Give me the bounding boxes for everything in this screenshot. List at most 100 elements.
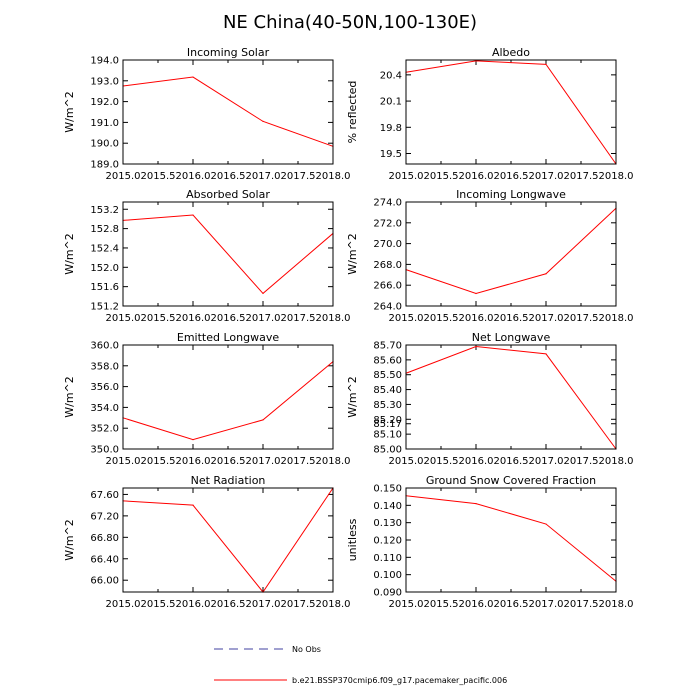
data-point [545, 273, 547, 275]
x-tick-label: 2015.0 [106, 313, 141, 324]
y-tick-label: 360.0 [90, 341, 119, 352]
y-axis-label: W/m^2 [346, 376, 359, 418]
x-tick-label: 2017.0 [246, 599, 281, 610]
y-tick-label: 66.00 [90, 576, 119, 587]
x-tick-label: 2016.0 [176, 313, 211, 324]
y-tick-label: 85.50 [373, 370, 402, 381]
data-point [262, 292, 264, 295]
y-tick-label: 85.40 [373, 385, 402, 396]
y-tick-label: 350.0 [90, 445, 119, 456]
y-tick-label: 67.20 [90, 511, 119, 522]
x-tick-label: 2015.5 [141, 456, 176, 467]
y-tick-label: 85.10 [373, 430, 402, 441]
plot-frame [405, 487, 617, 593]
x-tick-label: 2015.5 [424, 171, 459, 182]
panel-ground-snow-covered-fraction: Ground Snow Covered Fraction unitless 2015… [346, 474, 634, 610]
data-point [475, 60, 477, 62]
y-tick-label: 20.1 [380, 97, 402, 108]
x-tick-label: 2017.5 [564, 599, 599, 610]
series-line [122, 214, 334, 295]
y-axis-label: unitless [346, 518, 359, 561]
legend-obs-label: No Obs [292, 645, 321, 654]
y-tick-label: 85.70 [373, 341, 402, 352]
y-tick-label: 85.20 [373, 415, 402, 426]
panel-title: Ground Snow Covered Fraction [426, 474, 596, 487]
y-tick-label: 85.60 [373, 355, 402, 366]
x-tick-label: 2017.5 [281, 313, 316, 324]
y-axis-label: % reflected [346, 81, 359, 144]
y-tick-label: 152.8 [90, 224, 119, 235]
x-tick-label: 2017.5 [281, 599, 316, 610]
panel-title: Albedo [492, 46, 530, 59]
panel-title: Incoming Solar [187, 46, 270, 59]
x-tick-label: 2017.5 [564, 171, 599, 182]
x-tick-label: 2016.0 [459, 171, 494, 182]
x-tick-label: 2017.0 [529, 171, 564, 182]
x-tick-label: 2016.5 [494, 313, 529, 324]
x-tick-label: 2017.0 [246, 456, 281, 467]
y-tick-label: 152.4 [90, 243, 119, 254]
x-tick-label: 2017.5 [281, 171, 316, 182]
x-tick-label: 2016.0 [176, 456, 211, 467]
y-tick-label: 270.0 [373, 239, 402, 250]
x-tick-label: 2016.0 [459, 456, 494, 467]
y-axis-label: W/m^2 [63, 233, 76, 275]
y-axis-label: W/m^2 [63, 91, 76, 133]
y-tick-label: 189.0 [90, 160, 119, 171]
x-tick-label: 2016.5 [211, 313, 246, 324]
y-tick-label: 0.130 [373, 518, 402, 529]
y-tick-label: 153.2 [90, 205, 119, 216]
y-axis-label: W/m^2 [63, 376, 76, 418]
y-tick-label: 192.0 [90, 97, 119, 108]
x-tick-label: 2017.0 [529, 313, 564, 324]
x-tick-label: 2015.5 [141, 599, 176, 610]
panel-incoming-longwave: Incoming Longwave W/m^2 2015.0 2015.5 2016.0… [346, 188, 634, 324]
y-tick-label: 0.150 [373, 484, 402, 495]
y-tick-label: 151.2 [90, 302, 119, 313]
y-tick-label: 0.140 [373, 501, 402, 512]
y-axis-label: W/m^2 [346, 233, 359, 275]
y-tick-label: 354.0 [90, 403, 119, 414]
panel-net-radiation: Net Radiation W/m^2 2015.0 2015.5 2016.0 2016… [63, 474, 351, 610]
x-tick-label: 2017.0 [246, 313, 281, 324]
x-tick-label: 2017.5 [564, 456, 599, 467]
panel-title: Absorbed Solar [186, 188, 270, 201]
x-tick-label: 2018.0 [316, 171, 351, 182]
x-tick-label: 2015.0 [389, 456, 424, 467]
panel-title: Net Radiation [191, 474, 266, 487]
data-point [192, 214, 194, 216]
y-tick-label: 0.120 [373, 536, 402, 547]
y-tick-label: 85.17 [373, 419, 402, 430]
series-line [122, 487, 334, 593]
y-tick-label: 0.100 [373, 570, 402, 581]
y-tick-label: 67.60 [90, 490, 119, 501]
plot-frame [122, 201, 334, 307]
data-point [475, 503, 477, 505]
y-tick-label: 268.0 [373, 260, 402, 271]
y-tick-label: 66.40 [90, 554, 119, 565]
y-tick-label: 19.5 [380, 149, 402, 160]
x-tick-label: 2016.5 [211, 599, 246, 610]
data-point [475, 345, 477, 348]
y-tick-label: 20.4 [380, 70, 402, 81]
y-axis-label: W/m^2 [63, 519, 76, 561]
x-tick-label: 2015.0 [389, 313, 424, 324]
x-tick-label: 2016.0 [176, 171, 211, 182]
data-point [192, 439, 194, 441]
x-tick-label: 2015.0 [389, 599, 424, 610]
y-tick-label: 85.00 [373, 445, 402, 456]
series-line [405, 345, 617, 450]
y-tick-label: 356.0 [90, 382, 119, 393]
x-tick-label: 2016.0 [176, 599, 211, 610]
x-tick-label: 2018.0 [316, 599, 351, 610]
x-tick-label: 2016.5 [494, 456, 529, 467]
plot-frame [122, 59, 334, 165]
data-point [545, 353, 547, 355]
data-point [262, 419, 264, 421]
series-line [405, 60, 617, 165]
x-tick-label: 2015.0 [106, 456, 141, 467]
y-tick-label: 151.6 [90, 282, 119, 293]
